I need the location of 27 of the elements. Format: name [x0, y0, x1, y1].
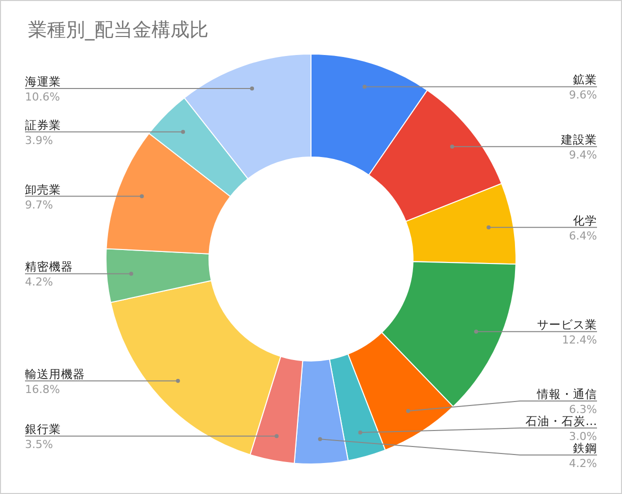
data-label: 6.4% — [569, 229, 597, 242]
data-label: 4.2% — [569, 457, 597, 470]
slice-label: 銀行業 — [25, 422, 61, 436]
chart-title: 業種別_配当金構成比 — [28, 19, 208, 41]
slice-label: 石油・石炭… — [526, 414, 597, 428]
slice-label: 卸売業 — [25, 182, 61, 196]
slice-label: 精密機器 — [25, 260, 73, 274]
slice-label: 情報・通信 — [536, 387, 597, 401]
slice-label: 建設業 — [560, 132, 597, 147]
slice-label: 輸送用機器 — [25, 366, 85, 381]
slice-label: 海運業 — [25, 74, 61, 89]
slice-label: 鉄鋼 — [573, 441, 597, 455]
data-label: 9.6% — [569, 88, 597, 102]
data-label: 10.6% — [25, 90, 60, 104]
data-label: 6.3% — [569, 403, 597, 416]
data-label: 3.5% — [25, 438, 53, 452]
data-label: 16.8% — [25, 382, 60, 396]
slice-label: サービス業 — [537, 318, 597, 332]
slice-label: 鉱業 — [573, 72, 597, 87]
data-label: 3.9% — [25, 134, 53, 147]
data-label: 3.0% — [569, 430, 597, 443]
data-label: 9.4% — [569, 148, 597, 162]
data-label: 12.4% — [562, 334, 597, 347]
slice-label: 証券業 — [25, 118, 61, 132]
data-label: 4.2% — [25, 276, 53, 289]
data-label: 9.7% — [25, 198, 53, 212]
slice-label: 化学 — [573, 213, 597, 228]
